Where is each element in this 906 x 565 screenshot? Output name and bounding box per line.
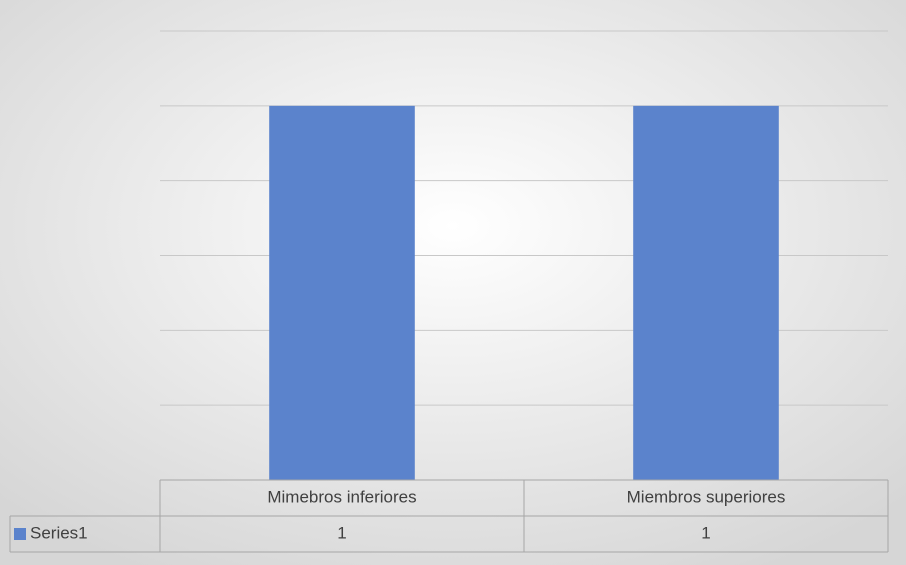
table-header: Miembros superiores xyxy=(627,487,786,506)
legend-key xyxy=(14,528,26,540)
table-header: Mimebros inferiores xyxy=(267,487,416,506)
legend-label: Series1 xyxy=(30,523,88,542)
bar xyxy=(269,105,415,480)
bar xyxy=(633,105,779,480)
table-value: 1 xyxy=(701,523,710,542)
table-value: 1 xyxy=(337,523,346,542)
